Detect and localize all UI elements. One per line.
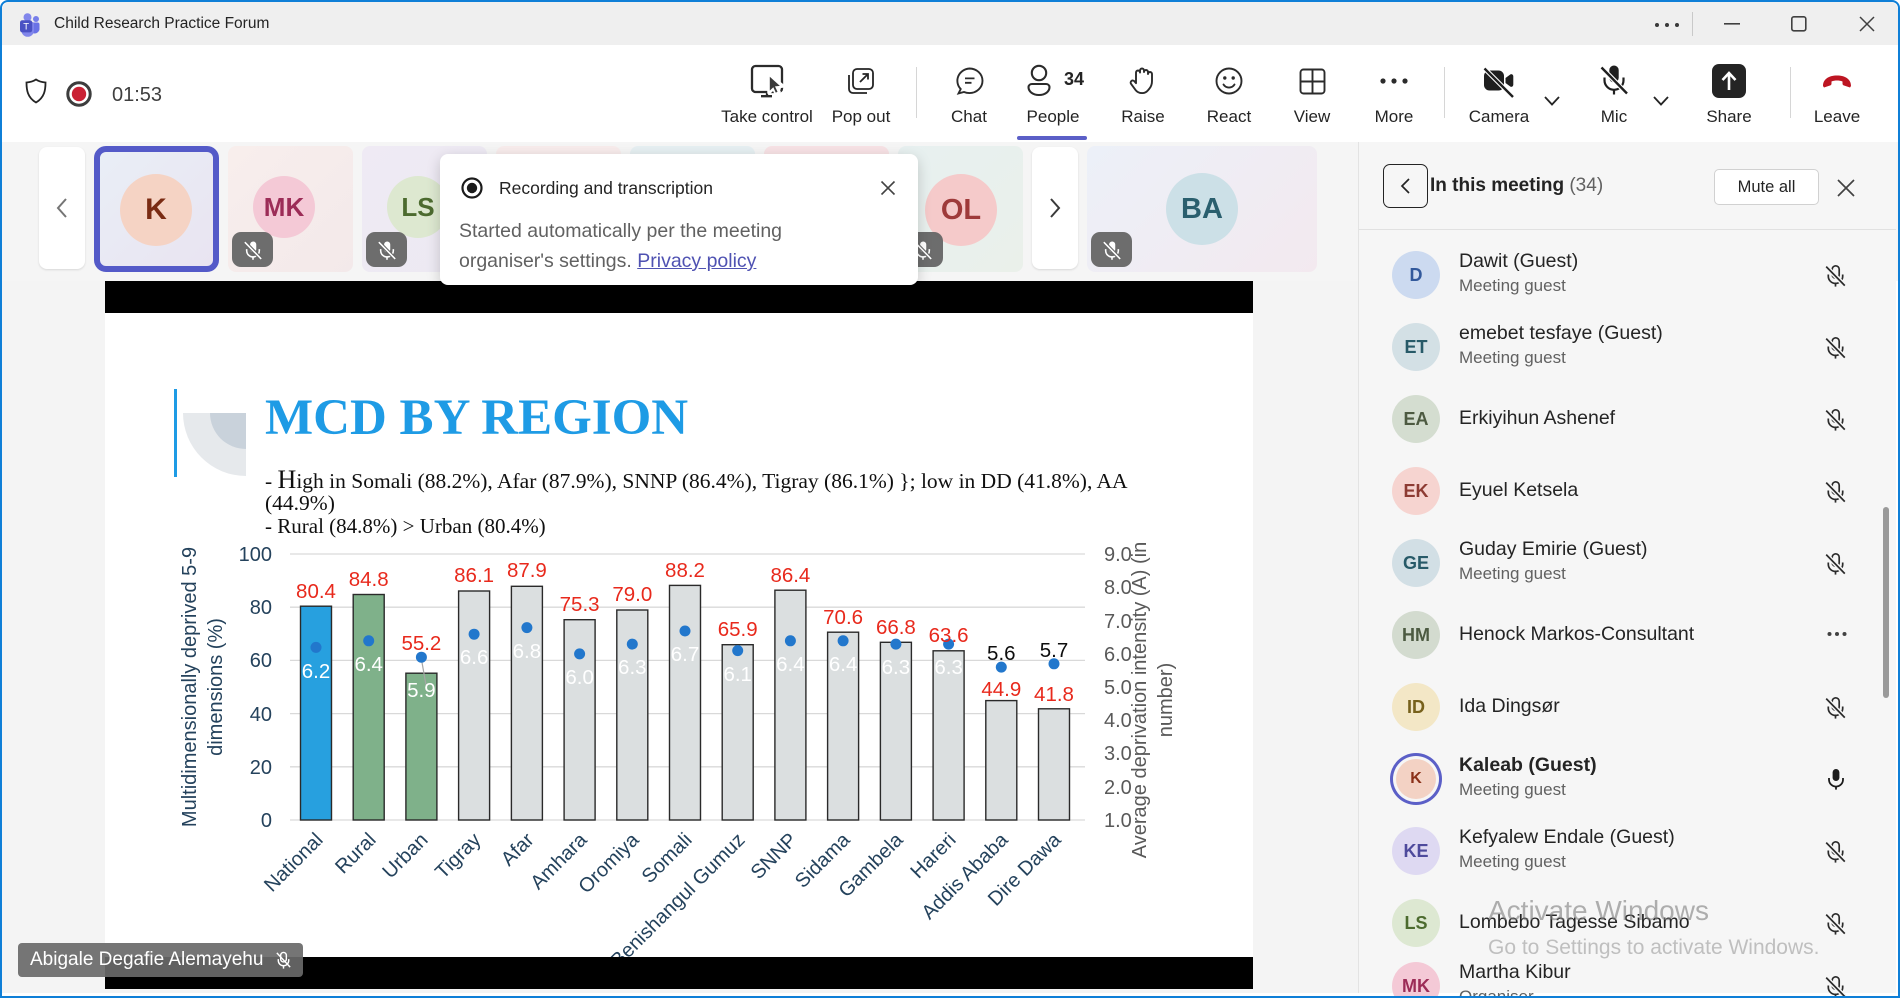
svg-text:20: 20 — [250, 757, 272, 779]
svg-text:9.0: 9.0 — [1104, 544, 1132, 566]
svg-text:5.6: 5.6 — [987, 642, 1016, 665]
svg-text:Urban: Urban — [378, 829, 432, 883]
svg-text:6.3: 6.3 — [618, 656, 647, 679]
svg-text:65.9: 65.9 — [718, 618, 758, 641]
svg-text:6.1: 6.1 — [723, 663, 752, 686]
svg-text:5.0: 5.0 — [1104, 677, 1132, 699]
svg-text:6.8: 6.8 — [513, 640, 542, 663]
svg-text:60: 60 — [250, 650, 272, 672]
svg-text:6.4: 6.4 — [354, 653, 383, 676]
svg-text:55.2: 55.2 — [401, 632, 441, 655]
svg-text:6.2: 6.2 — [302, 660, 331, 683]
svg-text:6.4: 6.4 — [776, 653, 805, 676]
svg-text:84.8: 84.8 — [349, 568, 389, 591]
svg-text:7.0: 7.0 — [1104, 611, 1132, 633]
svg-text:Average deprivation intensity: Average deprivation intensity (A) (in — [1129, 542, 1151, 858]
svg-text:6.0: 6.0 — [1104, 644, 1132, 666]
svg-text:5.9: 5.9 — [407, 679, 436, 702]
svg-text:44.9: 44.9 — [981, 678, 1021, 701]
svg-text:41.8: 41.8 — [1034, 683, 1074, 706]
svg-text:70.6: 70.6 — [823, 606, 863, 629]
svg-text:86.1: 86.1 — [454, 564, 494, 587]
svg-text:80: 80 — [250, 597, 272, 619]
svg-text:100: 100 — [239, 544, 272, 566]
svg-text:6.4: 6.4 — [829, 653, 858, 676]
svg-text:63.6: 63.6 — [929, 624, 969, 647]
svg-text:8.0: 8.0 — [1104, 577, 1132, 599]
svg-text:88.2: 88.2 — [665, 559, 705, 582]
svg-text:National: National — [260, 829, 327, 896]
svg-text:1.0: 1.0 — [1104, 810, 1132, 832]
svg-text:5.7: 5.7 — [1040, 639, 1069, 662]
svg-text:80.4: 80.4 — [296, 580, 336, 603]
svg-text:dimensions (%): dimensions (%) — [205, 618, 227, 756]
svg-text:6.0: 6.0 — [565, 666, 594, 689]
svg-text:4.0: 4.0 — [1104, 710, 1132, 732]
svg-text:6.7: 6.7 — [671, 643, 700, 666]
svg-text:Afar: Afar — [497, 829, 539, 871]
svg-text:Multidimensionally deprived 5-: Multidimensionally deprived 5-9 — [179, 547, 201, 827]
svg-text:86.4: 86.4 — [770, 564, 810, 587]
svg-text:40: 40 — [250, 704, 272, 726]
svg-text:2.0: 2.0 — [1104, 777, 1132, 799]
svg-text:Rural: Rural — [331, 829, 380, 878]
svg-text:Tigray: Tigray — [431, 829, 485, 883]
svg-text:6.6: 6.6 — [460, 646, 489, 669]
svg-text:87.9: 87.9 — [507, 559, 547, 582]
svg-text:0: 0 — [261, 810, 272, 832]
svg-text:6.3: 6.3 — [934, 656, 963, 679]
svg-text:79.0: 79.0 — [612, 583, 652, 606]
svg-text:3.0: 3.0 — [1104, 743, 1132, 765]
svg-text:number): number) — [1155, 663, 1177, 737]
svg-text:66.8: 66.8 — [876, 616, 916, 639]
svg-text:75.3: 75.3 — [560, 593, 600, 616]
svg-text:6.3: 6.3 — [882, 656, 911, 679]
svg-text:T: T — [23, 22, 29, 33]
